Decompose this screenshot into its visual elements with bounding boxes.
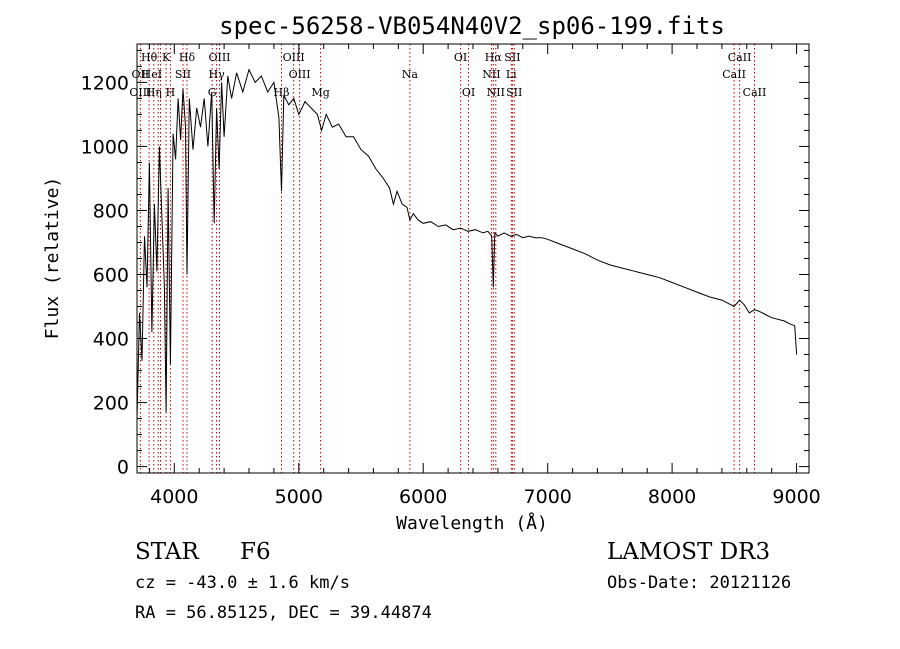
line-annotation: SII [504, 51, 520, 64]
survey-name: LAMOST DR3 [607, 539, 771, 565]
line-annotation: Mg [311, 86, 329, 99]
line-annotation: Hδ [179, 51, 196, 64]
line-annotation: OIII [283, 51, 305, 64]
coordinates: RA = 56.85125, DEC = 39.44874 [135, 603, 432, 623]
line-annotation: Hγ [209, 68, 226, 81]
x-axis-label: Wavelength (Å) [396, 512, 548, 534]
line-annotation: Li [506, 68, 517, 81]
x-tick-label: 6000 [399, 486, 447, 508]
subclass: F6 [240, 539, 271, 565]
line-annotation: CaII [728, 51, 752, 64]
y-tick-label: 0 [117, 457, 129, 479]
object-class: STAR [135, 539, 199, 565]
line-annotation: NII [482, 68, 500, 81]
spectrum-line [136, 68, 798, 419]
obs-date: Obs-Date: 20121126 [607, 573, 792, 593]
x-tick-label: 5000 [275, 486, 323, 508]
line-annotation: SII [175, 68, 191, 81]
y-tick-label: 400 [93, 329, 129, 351]
line-annotation: Hθ [141, 51, 158, 64]
velocity-readout: cz = -43.0 ± 1.6 km/s [135, 573, 350, 593]
line-annotation: CaII [722, 68, 746, 81]
line-annotation: OII [132, 68, 150, 81]
line-annotation: CaII [743, 86, 767, 99]
chart-title: spec-56258-VB054N40V2_sp06-199.fits [219, 12, 725, 40]
line-annotation: NII [487, 86, 505, 99]
line-annotation: Na [402, 68, 419, 81]
line-annotation: HeI [142, 68, 162, 81]
line-annotation: OI [462, 86, 475, 99]
plot-frame [136, 43, 810, 474]
y-tick-label: 1200 [81, 72, 129, 94]
x-tick-label: 9000 [772, 486, 820, 508]
line-annotation: H [166, 86, 176, 99]
line-annotation: Hβ [274, 86, 290, 99]
y-tick-label: 1000 [81, 136, 129, 158]
line-annotation: OIII [208, 51, 230, 64]
x-tick-label: 4000 [150, 486, 198, 508]
line-annotation: Hη [146, 86, 162, 99]
line-annotation: OIII [129, 86, 151, 99]
y-tick-label: 200 [93, 393, 129, 415]
x-tick-label: 8000 [648, 486, 696, 508]
line-annotation: SII [506, 86, 522, 99]
line-annotation: OIII [289, 68, 311, 81]
y-tick-label: 800 [93, 201, 129, 223]
line-annotation: Hα [485, 51, 503, 64]
line-annotation: G [208, 86, 217, 99]
line-annotation: K [162, 51, 171, 64]
x-tick-label: 7000 [524, 486, 572, 508]
y-tick-label: 600 [93, 265, 129, 287]
y-axis-label: Flux (relative) [42, 177, 63, 340]
line-annotation: OI [454, 51, 467, 64]
